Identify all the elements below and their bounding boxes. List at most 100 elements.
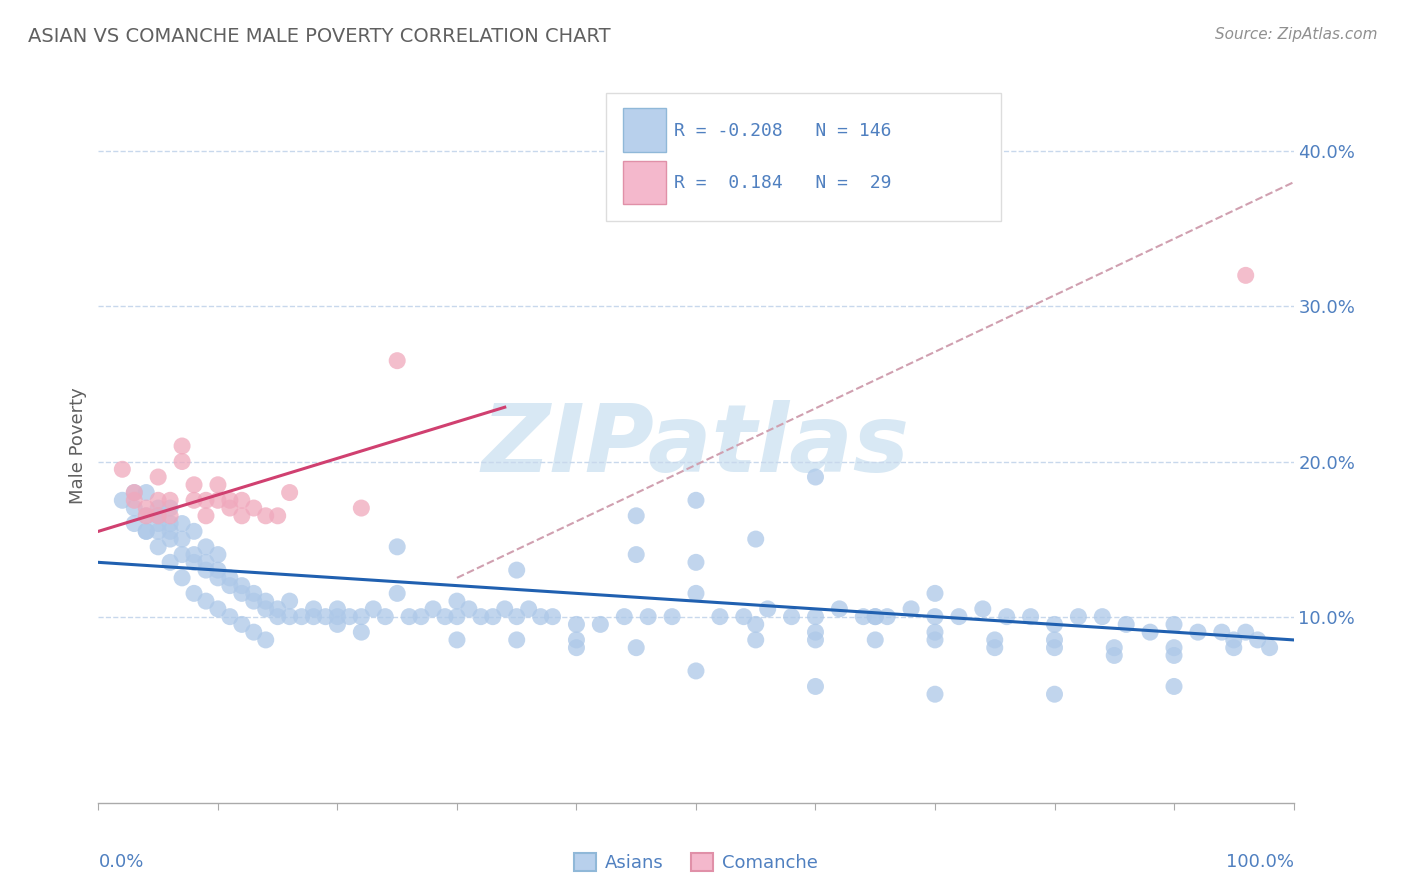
Point bbox=[626, 640, 648, 655]
Point bbox=[148, 508, 170, 523]
Point bbox=[1234, 268, 1257, 283]
Point bbox=[637, 609, 659, 624]
Point bbox=[1187, 625, 1209, 640]
Point bbox=[183, 477, 205, 491]
Point bbox=[1246, 632, 1268, 647]
Point bbox=[506, 632, 529, 647]
Point bbox=[124, 485, 146, 500]
Point bbox=[398, 609, 420, 624]
Point bbox=[506, 609, 529, 624]
Point bbox=[172, 439, 194, 453]
Point bbox=[219, 571, 242, 585]
Point bbox=[481, 609, 505, 624]
Point bbox=[172, 532, 194, 546]
Point bbox=[291, 609, 314, 624]
Point bbox=[685, 555, 707, 569]
Point bbox=[159, 532, 181, 546]
Point bbox=[948, 609, 970, 624]
Point bbox=[685, 493, 707, 508]
Point bbox=[374, 609, 396, 624]
Text: R =  0.184   N =  29: R = 0.184 N = 29 bbox=[675, 175, 891, 193]
Point bbox=[267, 602, 290, 616]
Point bbox=[1211, 625, 1233, 640]
Point bbox=[243, 501, 266, 516]
Point bbox=[1043, 640, 1066, 655]
Point bbox=[159, 555, 181, 569]
Point bbox=[828, 602, 851, 616]
Point bbox=[243, 594, 266, 608]
Point bbox=[924, 632, 946, 647]
Point bbox=[924, 687, 946, 701]
Point bbox=[124, 516, 146, 531]
Point bbox=[1019, 609, 1042, 624]
Point bbox=[207, 571, 229, 585]
Point bbox=[231, 508, 253, 523]
Text: ASIAN VS COMANCHE MALE POVERTY CORRELATION CHART: ASIAN VS COMANCHE MALE POVERTY CORRELATI… bbox=[28, 27, 610, 45]
Point bbox=[207, 493, 229, 508]
Point bbox=[315, 609, 337, 624]
Point bbox=[350, 501, 373, 516]
Point bbox=[194, 563, 218, 577]
Point bbox=[780, 609, 803, 624]
Point bbox=[183, 548, 205, 562]
Point bbox=[1115, 617, 1137, 632]
Point bbox=[733, 609, 755, 624]
Point bbox=[363, 602, 385, 616]
Point bbox=[135, 501, 157, 516]
Point bbox=[1043, 632, 1066, 647]
Point bbox=[756, 602, 779, 616]
Point bbox=[194, 594, 218, 608]
Point bbox=[1043, 617, 1066, 632]
Point bbox=[1163, 680, 1185, 694]
Point bbox=[148, 508, 170, 523]
Point bbox=[278, 609, 301, 624]
Point bbox=[302, 609, 325, 624]
Point bbox=[148, 516, 170, 531]
Point bbox=[972, 602, 994, 616]
Point bbox=[207, 602, 229, 616]
Point bbox=[1163, 648, 1185, 663]
Point bbox=[804, 632, 827, 647]
Point bbox=[804, 625, 827, 640]
Point bbox=[446, 632, 468, 647]
Point bbox=[302, 602, 325, 616]
Text: ZIPatlas: ZIPatlas bbox=[482, 400, 910, 492]
Point bbox=[219, 609, 242, 624]
Point bbox=[124, 485, 146, 500]
Point bbox=[385, 586, 409, 600]
Point bbox=[529, 609, 551, 624]
Point bbox=[685, 586, 707, 600]
Point bbox=[243, 625, 266, 640]
Point bbox=[148, 470, 170, 484]
Point bbox=[339, 609, 360, 624]
Point bbox=[148, 501, 170, 516]
Point bbox=[1067, 609, 1090, 624]
Point bbox=[852, 609, 875, 624]
Point bbox=[278, 485, 301, 500]
Point bbox=[446, 609, 468, 624]
Point bbox=[172, 454, 194, 468]
Y-axis label: Male Poverty: Male Poverty bbox=[69, 388, 87, 504]
Point bbox=[183, 524, 205, 539]
Point bbox=[207, 548, 229, 562]
Point bbox=[924, 586, 946, 600]
Point bbox=[350, 625, 373, 640]
Point bbox=[804, 680, 827, 694]
Point bbox=[159, 516, 181, 531]
Point bbox=[183, 493, 205, 508]
Point bbox=[422, 602, 444, 616]
Point bbox=[278, 594, 301, 608]
Point bbox=[111, 493, 134, 508]
Point bbox=[411, 609, 433, 624]
Point bbox=[385, 353, 409, 368]
Point bbox=[159, 508, 181, 523]
Point bbox=[135, 508, 157, 523]
Point bbox=[1222, 640, 1246, 655]
Point bbox=[924, 609, 946, 624]
Point bbox=[148, 524, 170, 539]
Point bbox=[194, 508, 218, 523]
Point bbox=[243, 586, 266, 600]
Point bbox=[1091, 609, 1114, 624]
Point bbox=[111, 462, 134, 476]
Point bbox=[1222, 632, 1246, 647]
